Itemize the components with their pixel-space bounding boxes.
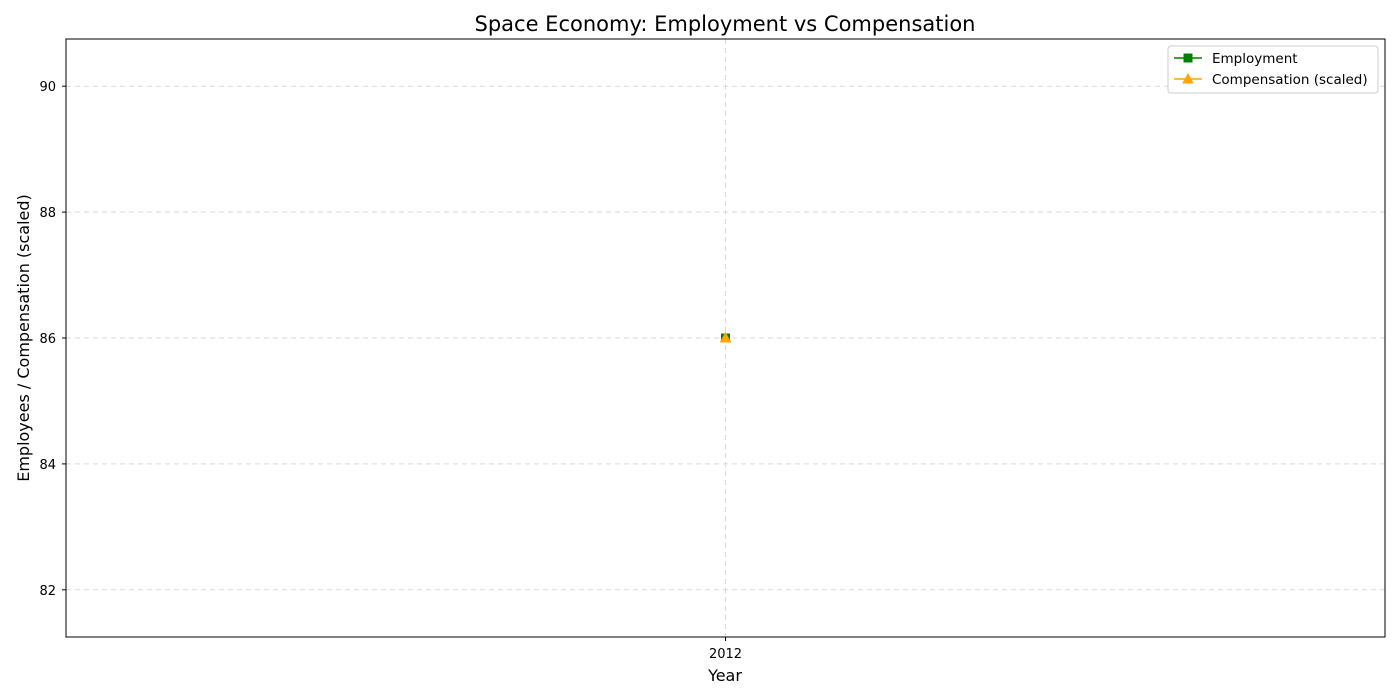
y-tick-label: 86: [39, 332, 56, 347]
x-axis-label: Year: [707, 666, 742, 685]
chart-title: Space Economy: Employment vs Compensatio…: [475, 12, 976, 36]
data-point: [719, 331, 732, 343]
series-layer: [719, 331, 732, 343]
x-tick-label: 2012: [709, 647, 742, 662]
y-tick-label: 82: [39, 584, 56, 599]
plot-area-frame: [65, 38, 1386, 638]
series-compensation-scaled: [719, 331, 732, 343]
y-tick-label: 88: [39, 206, 56, 221]
legend-label: Employment: [1212, 51, 1298, 67]
legend-label: Compensation (scaled): [1212, 72, 1368, 88]
legend-item: Compensation (scaled): [1174, 72, 1368, 88]
tick-layer: 82 84 86 88 90 2012: [39, 80, 742, 662]
legend-marker-swatch: [1183, 53, 1193, 63]
legend-item: Employment: [1174, 51, 1298, 67]
y-axis-label: Employees / Compensation (scaled): [14, 194, 33, 482]
legend-box: [1167, 45, 1379, 94]
y-tick-label: 84: [39, 458, 56, 473]
y-tick-label: 90: [39, 80, 56, 95]
legend-marker-swatch: [1182, 72, 1194, 84]
legend: Employment Compensation (scaled): [1167, 45, 1379, 94]
